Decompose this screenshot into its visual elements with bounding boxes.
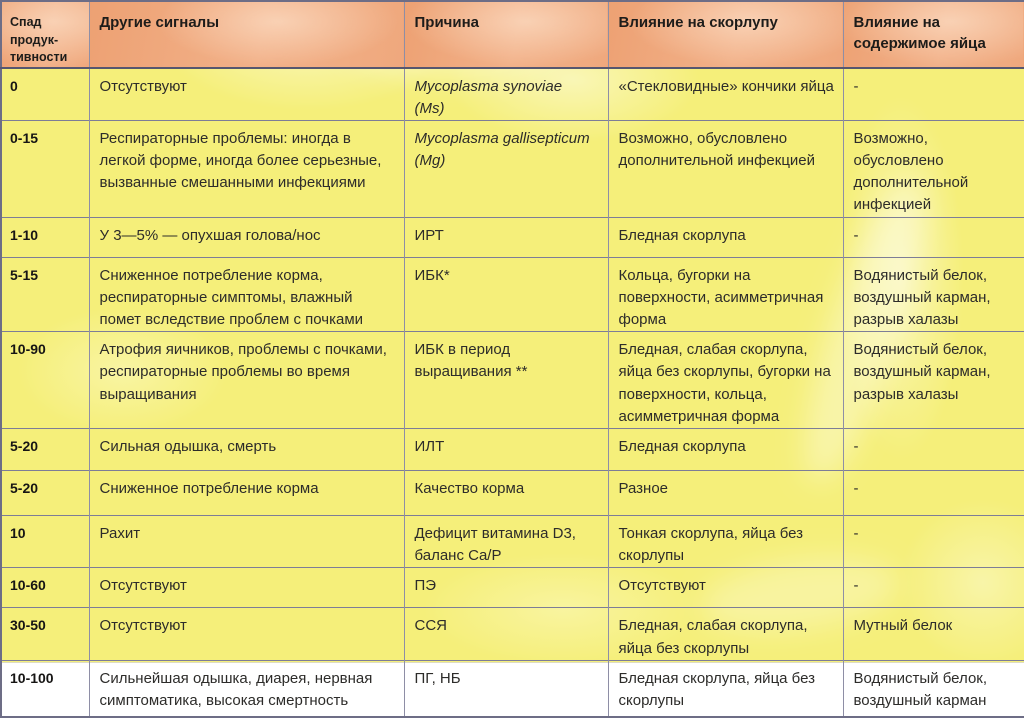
cell-production-drop: 1-10	[10, 226, 39, 243]
cell-cause: ИБК*	[403, 257, 608, 332]
cell-production-drop: 30-50	[10, 617, 46, 634]
cell-cause: ССЯ	[403, 607, 608, 661]
table-row: 0-15 Респираторные проблемы: иногда в ле…	[1, 120, 1024, 218]
header-production-drop: Спад продук- тивности	[1, 1, 89, 68]
cell-other-signals: Сниженное потребление корма	[88, 470, 404, 516]
table-body: 0 Отсутствуют Mycoplasma synoviae (Ms) «…	[1, 67, 1024, 718]
header-contents-effect: Влияние на содержимое яйца	[842, 1, 1024, 68]
cell-contents-effect: Возможно, обусловлено дополнительной инф…	[842, 120, 1024, 218]
cell-cause: Mycoplasma synoviae (Ms)	[403, 67, 608, 121]
cell-shell-effect: Тонкая скорлупа, яйца без скорлупы	[607, 515, 843, 568]
table-row: 5-15 Сниженное потребление корма, респир…	[1, 257, 1024, 332]
cell-production-drop: 0-15	[10, 129, 39, 146]
cell-contents-effect: Водянистый белок, воздушный карман, разр…	[842, 331, 1024, 429]
cell-contents-effect: Мутный белок	[842, 607, 1024, 661]
cell-shell-effect: Бледная скорлупа	[607, 428, 843, 471]
table-row: 1-10 У 3—5% — опухшая голова/нос ИРТ Бле…	[1, 217, 1024, 258]
cell-other-signals: Отсутствуют	[88, 567, 404, 608]
cell-other-signals: Отсутствуют	[88, 607, 404, 661]
cell-other-signals: Сильная одышка, смерть	[88, 428, 404, 471]
cell-cause: ИЛТ	[403, 428, 608, 471]
cell-contents-effect: -	[842, 470, 1024, 516]
cell-cause: ПГ, НБ	[403, 660, 608, 718]
table-row: 10-90 Атрофия яичников, проблемы с почка…	[1, 331, 1024, 429]
cell-other-signals: У 3—5% — опухшая голова/нос	[88, 217, 404, 258]
header-other-signals: Другие сигналы	[88, 1, 404, 68]
cell-shell-effect: Разное	[607, 470, 843, 516]
cell-contents-effect: Водянистый белок, воздушный карман	[842, 660, 1024, 718]
cell-contents-effect: -	[842, 567, 1024, 608]
cell-shell-effect: Бледная скорлупа, яйца без скорлупы	[607, 660, 843, 718]
cell-other-signals: Респираторные проблемы: иногда в легкой …	[88, 120, 404, 218]
cell-cause: ПЭ	[403, 567, 608, 608]
cell-shell-effect: Отсутствуют	[607, 567, 843, 608]
table-row: 5-20 Сильная одышка, смерть ИЛТ Бледная …	[1, 428, 1024, 471]
cell-contents-effect: -	[842, 515, 1024, 568]
table-row: 30-50 Отсутствуют ССЯ Бледная, слабая ск…	[1, 607, 1024, 661]
cell-production-drop: 0	[10, 77, 18, 94]
table-row: 10-60 Отсутствуют ПЭ Отсутствуют -	[1, 567, 1024, 608]
header-row: Спад продук- тивности Другие сигналы При…	[1, 1, 1024, 68]
cell-shell-effect: Бледная, слабая скорлупа, яйца без скорл…	[607, 331, 843, 429]
table-row: 10 Рахит Дефицит витамина D3, баланс Ca/…	[1, 515, 1024, 568]
cell-other-signals: Атрофия яичников, проблемы с почками, ре…	[88, 331, 404, 429]
cell-cause: Mycoplasma gallisepticum (Mg)	[403, 120, 608, 218]
cell-cause: Дефицит витамина D3, баланс Ca/P	[403, 515, 608, 568]
cell-production-drop: 10-100	[10, 669, 54, 686]
cell-production-drop: 5-20	[10, 437, 39, 454]
cell-other-signals: Рахит	[88, 515, 404, 568]
table-row: 10-100 Сильнейшая одышка, диарея, нервна…	[1, 660, 1024, 718]
cell-cause: ИБК в период выращивания **	[403, 331, 608, 429]
cell-shell-effect: Бледная, слабая скорлупа, яйца без скорл…	[607, 607, 843, 661]
cell-contents-effect: -	[842, 217, 1024, 258]
cell-production-drop: 10-60	[10, 577, 46, 594]
cell-other-signals: Сильнейшая одышка, диарея, нервная симпт…	[88, 660, 404, 718]
cell-other-signals: Отсутствуют	[88, 67, 404, 121]
cell-contents-effect: Водянистый белок, воздушный карман, разр…	[842, 257, 1024, 332]
table-row: 5-20 Сниженное потребление корма Качеств…	[1, 470, 1024, 516]
cell-production-drop: 10-90	[10, 341, 46, 358]
cell-production-drop: 5-15	[10, 266, 39, 283]
cell-other-signals: Сниженное потребление корма, респираторн…	[88, 257, 404, 332]
cell-cause: Качество корма	[403, 470, 608, 516]
cell-cause: ИРТ	[403, 217, 608, 258]
table-header: Спад продук- тивности Другие сигналы При…	[1, 1, 1024, 68]
cell-contents-effect: -	[842, 428, 1024, 471]
cell-production-drop: 5-20	[10, 479, 39, 496]
table-row: 0 Отсутствуют Mycoplasma synoviae (Ms) «…	[1, 67, 1024, 121]
cell-shell-effect: Возможно, обусловлено дополнительной инф…	[607, 120, 843, 218]
cell-production-drop: 10	[10, 524, 26, 541]
header-cause: Причина	[403, 1, 608, 68]
cell-shell-effect: Бледная скорлупа	[607, 217, 843, 258]
cell-shell-effect: Кольца, бугорки на поверхности, асимметр…	[607, 257, 843, 332]
header-shell-effect: Влияние на скорлупу	[607, 1, 843, 68]
cell-contents-effect: -	[842, 67, 1024, 121]
cell-shell-effect: «Стекловидные» кончики яйца	[607, 67, 843, 121]
